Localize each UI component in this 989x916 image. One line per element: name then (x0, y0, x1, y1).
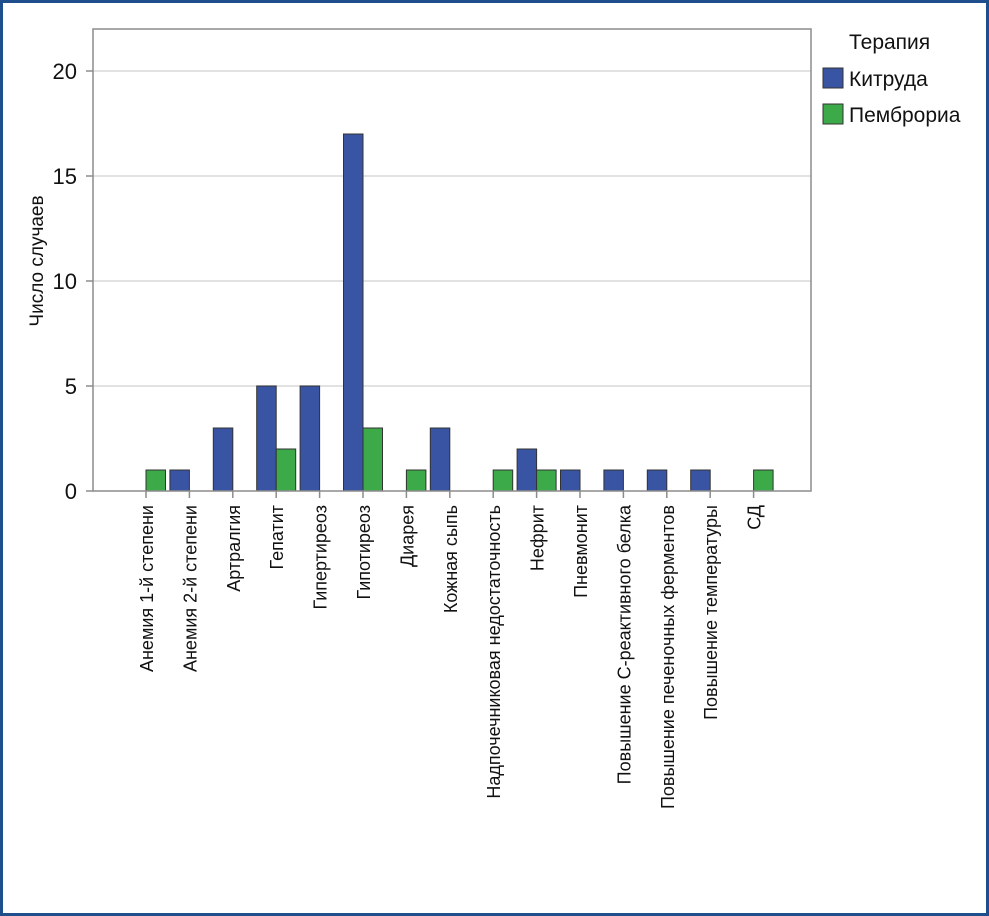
bar-series1 (646, 469, 668, 492)
y-tick-label: 20 (53, 59, 77, 84)
legend-items: Китруда Пемброриа (822, 67, 961, 127)
axis-ticks (86, 70, 755, 498)
y-tick-labels: 0 5 10 15 20 (53, 59, 77, 504)
y-tick-label: 5 (65, 374, 77, 399)
y-tick-label: 10 (53, 269, 77, 294)
bar-series1 (169, 469, 190, 492)
x-tick-label: Пневмонит (571, 505, 591, 598)
bar-series2 (492, 469, 514, 492)
bar-series1 (603, 469, 624, 492)
bar-series2 (753, 469, 774, 492)
bar-series1 (256, 385, 277, 492)
x-tick-label: Гепатит (267, 505, 287, 569)
bar-series2 (362, 427, 383, 492)
plot-border (92, 28, 812, 492)
legend-title: Терапия (849, 31, 930, 54)
x-tick-label: Диарея (397, 505, 417, 567)
x-tick-label: Нефрит (528, 505, 548, 571)
bar-series1 (690, 469, 711, 492)
bar-series2 (405, 469, 427, 492)
legend-swatch (822, 103, 844, 125)
x-tick-label: СД (745, 505, 765, 530)
x-category-labels: Анемия 1-й степени Анемия 2-й степени Артр… (137, 504, 765, 809)
x-tick-label: Надпочечниковая недостаточность (484, 505, 504, 799)
y-tick-label: 0 (65, 479, 77, 504)
x-tick-label: Повышение печеночных ферментов (658, 505, 678, 809)
x-tick-label: Гипотиреоз (354, 505, 374, 600)
legend: Терапия Китруда Пемброриа (822, 31, 961, 127)
x-tick-label: Повышение температуры (701, 505, 721, 720)
legend-label: Пемброриа (849, 104, 961, 127)
bar-series2 (145, 469, 166, 492)
x-tick-label: Артралгия (224, 505, 244, 592)
bar-series1 (212, 427, 234, 492)
x-tick-label: Кожная сыпь (441, 505, 461, 613)
bar-series2 (536, 469, 557, 492)
y-axis-label: Число случаев (27, 195, 48, 326)
x-tick-label: Повышение С-реактивного белка (614, 504, 634, 784)
grid-lines (93, 70, 811, 387)
x-tick-label: Гипертиреоз (311, 505, 331, 610)
bar-series1 (560, 469, 581, 492)
bar-series1 (429, 427, 451, 492)
bar-series1 (343, 133, 364, 492)
x-tick-label: Анемия 2-й степени (180, 505, 200, 672)
x-tick-label: Анемия 1-й степени (137, 505, 157, 672)
bar-series1 (299, 385, 321, 492)
bar-series1 (516, 448, 538, 492)
bars (145, 133, 774, 492)
legend-swatch (822, 67, 844, 89)
legend-label: Китруда (849, 68, 928, 91)
y-tick-label: 15 (53, 164, 77, 189)
bar-series2 (275, 448, 297, 492)
